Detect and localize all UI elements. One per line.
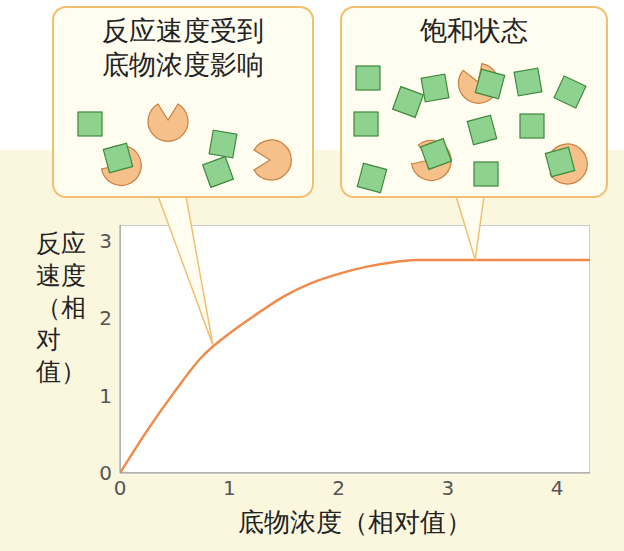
svg-text:2: 2 — [332, 476, 345, 500]
svg-text:1: 1 — [223, 476, 236, 500]
svg-text:2: 2 — [99, 306, 112, 330]
svg-text:4: 4 — [551, 476, 564, 500]
svg-text:底物浓度（相对值）: 底物浓度（相对值） — [238, 507, 472, 537]
html-text:底物浓度影响: 底物浓度影响 — [102, 49, 264, 80]
html-text:反应速度受到: 反应速度受到 — [102, 15, 264, 46]
svg-text:0: 0 — [99, 461, 112, 485]
html-text:饱和状态: 饱和状态 — [420, 15, 528, 46]
svg-text:0: 0 — [114, 476, 127, 500]
svg-text:1: 1 — [99, 384, 112, 408]
svg-text:3: 3 — [99, 229, 112, 253]
html-text:反应速度（相对值）: 反应速度（相对值） — [36, 229, 86, 386]
svg-text:3: 3 — [442, 476, 455, 500]
